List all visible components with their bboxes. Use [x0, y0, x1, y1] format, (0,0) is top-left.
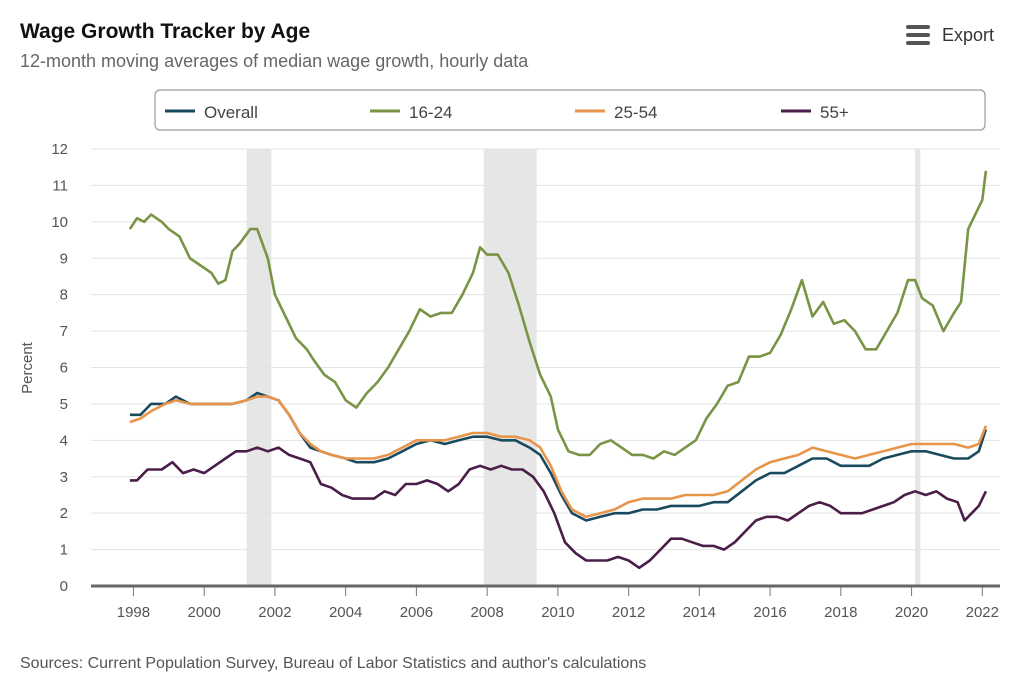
x-tick-label: 2004: [329, 604, 362, 621]
y-tick-label: 8: [60, 287, 68, 304]
series-line-55: [129, 446, 988, 570]
y-axis-label: Percent: [19, 341, 36, 394]
x-tick-label: 2002: [258, 604, 291, 621]
export-button[interactable]: Export: [904, 24, 994, 46]
x-tick-label: 1998: [117, 604, 150, 621]
x-tick-label: 2014: [683, 604, 716, 621]
y-tick-label: 9: [60, 250, 68, 267]
y-tick-label: 10: [51, 214, 68, 231]
x-tick-label: 2016: [753, 604, 786, 621]
chart-subtitle: 12-month moving averages of median wage …: [20, 51, 529, 71]
legend-label: Overall: [204, 103, 258, 122]
y-tick-label: 0: [60, 578, 68, 595]
x-tick-label: 2000: [187, 604, 220, 621]
legend: Overall 16-24 25-54 55+: [154, 89, 986, 131]
x-tick-label: 2008: [470, 604, 503, 621]
sources-note: Sources: Current Population Survey, Bure…: [20, 655, 647, 672]
x-tick-label: 2018: [824, 604, 857, 621]
x-axis-ticks: 1998 2000 2002 2004 2006 2008 2010 2012 2014 2016…: [117, 587, 999, 621]
x-tick-label: 2020: [895, 604, 928, 621]
series-lines: [128, 170, 988, 570]
y-tick-label: 6: [60, 360, 68, 377]
legend-label: 55+: [820, 103, 849, 122]
y-tick-label: 1: [60, 542, 68, 559]
legend-label: 16-24: [409, 103, 452, 122]
series-line-16-24: [128, 170, 988, 460]
chart-title: Wage Growth Tracker by Age: [20, 20, 311, 43]
export-label: Export: [942, 24, 995, 45]
y-tick-label: 2: [60, 505, 68, 522]
legend-box: [154, 89, 986, 131]
legend-label: 25-54: [614, 103, 657, 122]
hamburger-menu-icon: [904, 24, 932, 46]
y-tick-label: 3: [60, 469, 68, 486]
gridlines: [91, 148, 1000, 588]
y-tick-label: 4: [60, 432, 68, 449]
x-tick-label: 2022: [966, 604, 999, 621]
x-tick-label: 2012: [612, 604, 645, 621]
x-tick-label: 2006: [400, 604, 433, 621]
series-line-25-54: [129, 395, 988, 519]
y-tick-label: 5: [60, 396, 68, 413]
y-tick-label: 11: [52, 177, 68, 194]
y-tick-label: 7: [60, 323, 68, 340]
x-tick-label: 2010: [541, 604, 574, 621]
y-tick-label: 12: [51, 141, 68, 158]
